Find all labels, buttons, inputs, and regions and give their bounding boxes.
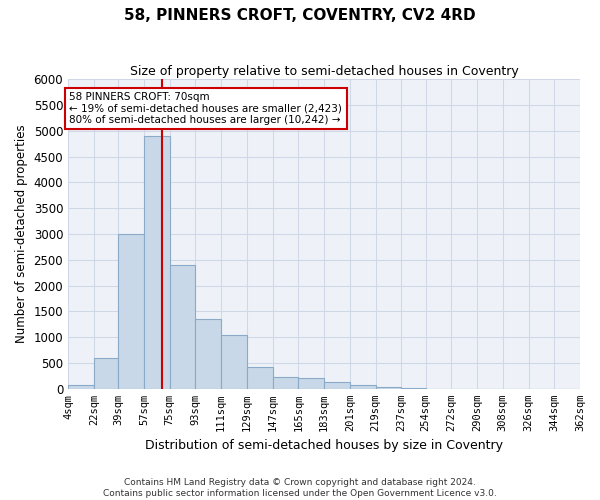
Bar [144,136,170,389]
Bar [68,385,94,389]
Bar [324,382,350,389]
Bar [118,234,144,389]
Text: 58, PINNERS CROFT, COVENTRY, CV2 4RD: 58, PINNERS CROFT, COVENTRY, CV2 4RD [124,8,476,22]
Text: Contains HM Land Registry data © Crown copyright and database right 2024.
Contai: Contains HM Land Registry data © Crown c… [103,478,497,498]
X-axis label: Distribution of semi-detached houses by size in Coventry: Distribution of semi-detached houses by … [145,440,503,452]
Y-axis label: Number of semi-detached properties: Number of semi-detached properties [15,124,28,344]
Text: 58 PINNERS CROFT: 70sqm
← 19% of semi-detached houses are smaller (2,423)
80% of: 58 PINNERS CROFT: 70sqm ← 19% of semi-de… [70,92,343,126]
Bar [170,265,196,389]
Bar [401,388,425,389]
Bar [196,319,221,389]
Bar [221,334,247,389]
Bar [298,378,324,389]
Bar [247,366,272,389]
Title: Size of property relative to semi-detached houses in Coventry: Size of property relative to semi-detach… [130,65,518,78]
Bar [94,358,118,389]
Bar [350,385,376,389]
Bar [272,377,298,389]
Bar [376,388,401,389]
